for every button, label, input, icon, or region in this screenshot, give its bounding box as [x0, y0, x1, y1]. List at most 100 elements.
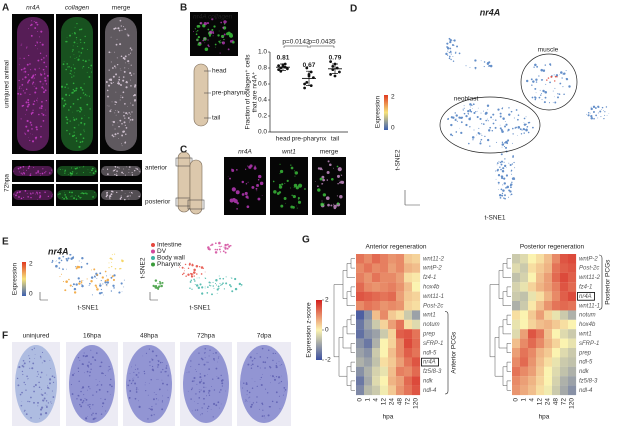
- heatmap-cell: [380, 282, 389, 292]
- speckle: [590, 115, 593, 118]
- speckle: [222, 277, 225, 280]
- legend-label: DV: [157, 248, 167, 255]
- speckle: [597, 117, 599, 119]
- speckle: [34, 354, 36, 355]
- speckle: [27, 167, 30, 169]
- speckle: [195, 31, 197, 33]
- speckle: [118, 78, 121, 81]
- speckle: [82, 354, 85, 357]
- speckle: [225, 282, 228, 285]
- speckle: [48, 378, 52, 381]
- speckle: [191, 387, 193, 389]
- speckle: [109, 378, 112, 381]
- speckle: [82, 166, 84, 168]
- speckle: [200, 389, 202, 391]
- speckle: [63, 107, 65, 109]
- speckle: [90, 71, 92, 73]
- worm-signal: [57, 166, 97, 176]
- speckle: [166, 383, 169, 386]
- speckle: [102, 283, 104, 285]
- speckle: [82, 92, 85, 94]
- speckle: [155, 393, 157, 396]
- speckle: [128, 379, 131, 382]
- speckle: [150, 379, 152, 381]
- speckle: [510, 186, 512, 189]
- column-label: 12: [537, 398, 544, 406]
- speckle: [36, 41, 38, 43]
- speckle: [85, 354, 88, 357]
- speckle: [225, 276, 227, 278]
- heatmap-cell: [404, 348, 413, 358]
- speckle: [158, 359, 160, 361]
- speckle: [46, 394, 48, 396]
- speckle: [499, 161, 502, 164]
- speckle: [125, 80, 128, 83]
- speckle: [525, 79, 529, 83]
- speckle: [480, 140, 482, 142]
- speckle: [499, 115, 502, 118]
- speckle: [462, 109, 464, 111]
- speckle: [44, 172, 46, 174]
- speckle: [133, 73, 135, 75]
- speckle: [152, 370, 155, 372]
- dendrogram-branch: [350, 314, 355, 325]
- speckle: [204, 357, 206, 359]
- speckle: [115, 174, 118, 177]
- speckle: [456, 45, 459, 48]
- heatmap-cell: [560, 282, 569, 292]
- speckle: [37, 199, 38, 200]
- speckle: [330, 177, 334, 181]
- heatmap-cell: [356, 385, 365, 396]
- speckle: [40, 30, 43, 33]
- speckle: [304, 188, 306, 190]
- speckle: [208, 284, 211, 286]
- speckle: [120, 95, 122, 97]
- speckle: [98, 388, 101, 391]
- speckle: [21, 172, 23, 174]
- speckle: [25, 109, 28, 111]
- speckle: [194, 284, 196, 286]
- speckle: [486, 104, 490, 107]
- speckle: [96, 273, 99, 276]
- speckle: [75, 87, 78, 90]
- speckle: [128, 54, 130, 56]
- speckle: [34, 44, 37, 47]
- heatmap-cell: [528, 310, 537, 320]
- speckle: [253, 359, 254, 361]
- heatmap-cell: [560, 301, 569, 311]
- row-label: wnt11-2: [423, 256, 445, 262]
- speckle: [250, 405, 253, 408]
- speckle: [196, 38, 199, 42]
- speckle: [29, 367, 31, 369]
- heatmap-cell: [560, 319, 569, 330]
- speckle: [70, 175, 72, 177]
- speckle: [76, 199, 77, 200]
- speckle: [250, 367, 253, 369]
- speckle: [110, 195, 112, 197]
- speckle: [41, 172, 44, 175]
- speckle: [160, 371, 162, 373]
- speckle: [161, 379, 163, 381]
- speckle: [59, 168, 61, 170]
- heatmap-cell: [560, 366, 569, 377]
- speckle: [232, 40, 235, 44]
- speckle: [32, 133, 33, 135]
- speckle: [503, 182, 506, 185]
- speckle: [465, 123, 468, 127]
- heatmap-cell: [396, 385, 405, 396]
- speckle: [31, 348, 33, 351]
- speckle: [109, 198, 111, 200]
- speckle: [76, 23, 78, 25]
- speckle: [29, 174, 32, 177]
- speckle: [190, 275, 194, 278]
- speckle: [495, 170, 497, 172]
- speckle: [275, 364, 278, 367]
- speckle: [63, 197, 65, 200]
- speckle: [504, 158, 506, 160]
- worm-signal: [101, 166, 141, 176]
- speckle: [73, 67, 76, 70]
- speckle: [201, 358, 204, 361]
- speckle: [326, 179, 329, 181]
- row-label: 72hpa: [4, 174, 11, 192]
- speckle: [44, 89, 47, 92]
